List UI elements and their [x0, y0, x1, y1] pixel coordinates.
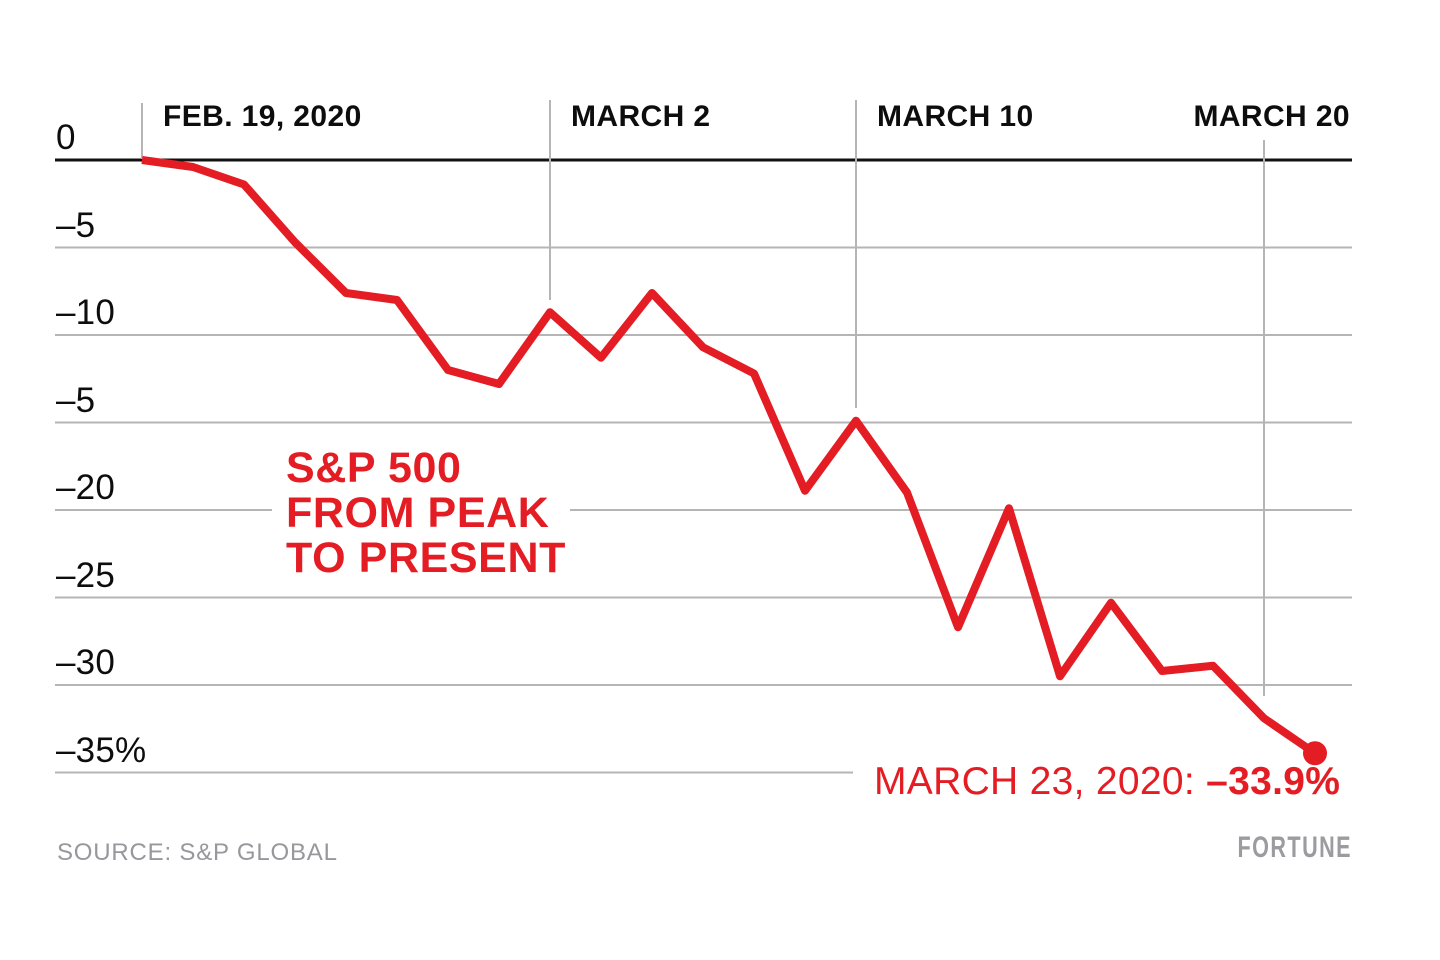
fortune-logo: FORTUNE: [1237, 831, 1352, 864]
y-axis-label: –30: [56, 643, 115, 682]
source-note: SOURCE: S&P GLOBAL: [57, 839, 338, 866]
chart-title-line-3: TO PRESENT: [286, 534, 566, 582]
chart-title-line-2: FROM PEAK: [286, 489, 550, 537]
end-point-annotation: MARCH 23, 2020: –33.9%: [874, 762, 1340, 802]
y-axis-label: –35%: [56, 730, 147, 770]
chart-title: S&P 500 FROM PEAK TO PRESENT: [286, 446, 566, 581]
x-axis-label: MARCH 10: [877, 100, 1034, 133]
end-point-value: –33.9%: [1206, 760, 1341, 803]
y-axis-label: 0: [56, 118, 76, 157]
x-axis-label: MARCH 2: [571, 100, 711, 133]
price-line: [141, 156, 1318, 757]
x-axis-label: FEB. 19, 2020: [163, 100, 362, 133]
end-point-date: MARCH 23, 2020:: [874, 760, 1207, 803]
end-point-dot: [1303, 741, 1327, 766]
y-axis-label: –5: [56, 205, 96, 245]
y-axis-label: –10: [56, 293, 115, 332]
y-axis-label: –20: [56, 468, 115, 507]
y-axis-label: –5: [56, 380, 96, 420]
y-axis-label: –25: [56, 555, 115, 595]
chart-title-line-1: S&P 500: [286, 444, 462, 492]
x-axis-label: MARCH 20: [1193, 100, 1350, 133]
